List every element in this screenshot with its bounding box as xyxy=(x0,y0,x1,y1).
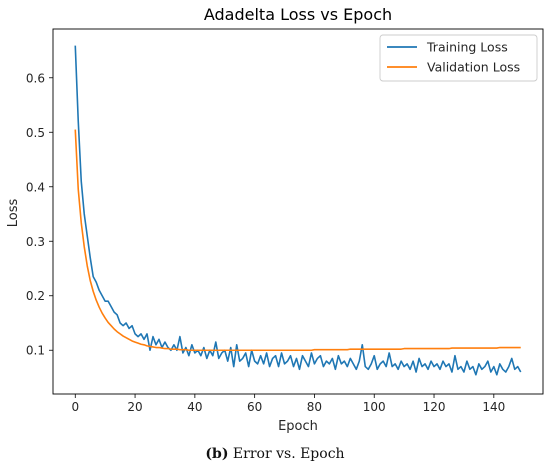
x-tick-label: 60 xyxy=(247,400,262,414)
figure-caption: (b) Error vs. Epoch xyxy=(0,446,550,462)
x-axis-title: Epoch xyxy=(278,419,318,434)
y-tick-label: 0.1 xyxy=(26,344,45,358)
legend: Training Loss Validation Loss xyxy=(379,34,538,82)
x-tick-label: 80 xyxy=(307,400,322,414)
x-tick-label: 40 xyxy=(187,400,202,414)
x-tick-label: 120 xyxy=(423,400,446,414)
series-line-training xyxy=(74,45,522,376)
y-axis-title: Loss xyxy=(6,199,21,228)
x-tick-label: 20 xyxy=(127,400,142,414)
chart-title: Adadelta Loss vs Epoch xyxy=(204,5,392,24)
series-lines xyxy=(74,45,522,376)
x-tick-label: 140 xyxy=(482,400,505,414)
plot-frame xyxy=(52,28,544,395)
caption-text: Error vs. Epoch xyxy=(228,446,345,462)
y-tick-label: 0.5 xyxy=(26,126,45,140)
y-tick-label: 0.2 xyxy=(26,289,45,303)
y-tick-label: 0.6 xyxy=(26,71,45,85)
ticks: 0 20 40 60 80 100 120 140 0.1 0.2 0.3 0.4 0.5 0.6 xyxy=(26,71,505,414)
x-tick-label: 100 xyxy=(363,400,386,414)
x-tick-label: 0 xyxy=(71,400,79,414)
caption-label: (b) xyxy=(205,446,229,462)
legend-box xyxy=(379,34,538,82)
legend-label-training: Training Loss xyxy=(426,40,508,55)
legend-label-validation: Validation Loss xyxy=(427,60,520,75)
loss-chart: Adadelta Loss vs Epoch Loss Epoch 0 20 40 6… xyxy=(6,5,544,434)
series-line-validation xyxy=(74,129,521,352)
y-tick-label: 0.3 xyxy=(26,235,45,249)
y-tick-label: 0.4 xyxy=(26,180,45,194)
